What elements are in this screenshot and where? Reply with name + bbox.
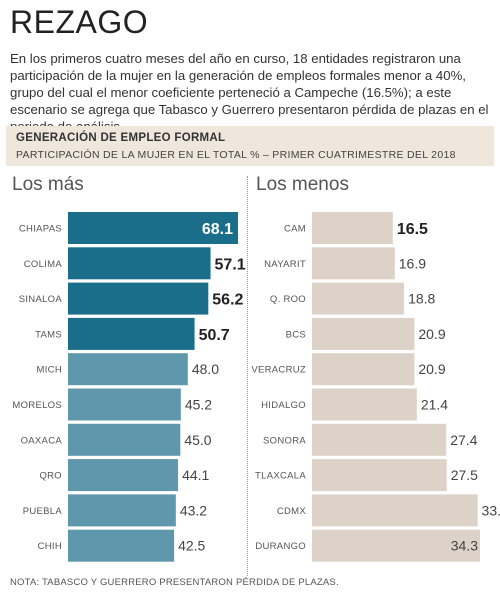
category-label: BCS — [286, 329, 306, 340]
category-label: SONORA — [263, 435, 306, 446]
bar-tams — [68, 317, 195, 350]
value-label: 27.4 — [450, 432, 477, 448]
value-label: 20.9 — [418, 361, 445, 377]
bar-chih — [68, 529, 175, 562]
bar-mich — [68, 353, 188, 386]
category-label: MICH — [37, 365, 62, 376]
value-label: 33.8 — [482, 502, 500, 518]
value-label: 57.1 — [215, 256, 246, 273]
category-label: HIDALGO — [261, 400, 306, 411]
value-label: 43.2 — [180, 502, 207, 518]
category-label: COLIMA — [24, 259, 63, 270]
chart-subtitle: PARTICIPACIÓN DE LA MUJER EN EL TOTAL % … — [16, 149, 456, 161]
category-label: MORELOS — [12, 400, 62, 411]
value-label: 44.1 — [182, 467, 209, 483]
category-label: DURANGO — [255, 541, 306, 552]
category-label: CDMX — [277, 506, 307, 517]
category-label: NAYARIT — [264, 259, 306, 270]
category-label: CHIH — [38, 541, 62, 552]
value-label: 16.9 — [399, 255, 426, 271]
chart-header-box: GENERACIÓN DE EMPLEO FORMAL PARTICIPACIÓ… — [6, 126, 494, 166]
value-label: 56.2 — [212, 292, 243, 309]
value-label: 48.0 — [192, 361, 219, 377]
panel-title-los-mas: Los más — [12, 174, 84, 195]
bar-sinaloa — [68, 282, 209, 315]
value-label: 45.0 — [184, 432, 211, 448]
footnote: NOTA: TABASCO Y GUERRERO PRESENTARON PÉR… — [10, 577, 339, 588]
value-label: 34.3 — [451, 538, 478, 554]
bar-morelos — [68, 388, 181, 421]
bar-cdmx — [312, 494, 478, 527]
bar-puebla — [68, 494, 176, 527]
value-label: 27.5 — [451, 467, 478, 483]
bar-chiapas — [68, 212, 238, 244]
page-title: REZAGO — [10, 4, 149, 40]
value-label: 21.4 — [421, 397, 448, 413]
bar-veracruz — [312, 353, 415, 386]
bar-cam — [312, 212, 393, 244]
panel-title-los-menos: Los menos — [256, 174, 349, 195]
category-label: OAXACA — [21, 435, 63, 446]
value-label: 16.5 — [397, 221, 428, 238]
bar-q-roo — [312, 282, 405, 315]
category-label: QRO — [39, 471, 62, 482]
bar-hidalgo — [312, 388, 417, 421]
bar-bcs — [312, 317, 415, 350]
category-label: CHIAPAS — [19, 224, 62, 235]
bar-tlaxcala — [312, 459, 447, 492]
value-label: 18.8 — [408, 291, 435, 307]
value-label: 50.7 — [199, 327, 230, 344]
bar-nayarit — [312, 247, 395, 280]
bar-colima — [68, 247, 211, 280]
category-label: TLAXCALA — [255, 471, 306, 482]
category-label: Q. ROO — [270, 294, 306, 305]
value-label: 42.5 — [178, 538, 205, 554]
chart-title: GENERACIÓN DE EMPLEO FORMAL — [16, 132, 226, 144]
category-label: TAMS — [35, 329, 62, 340]
category-label: CAM — [284, 224, 306, 235]
category-label: VERACRUZ — [251, 365, 306, 376]
bar-oaxaca — [68, 423, 181, 456]
bar-sonora — [312, 423, 447, 456]
value-label: 45.2 — [185, 397, 212, 413]
value-label: 68.1 — [202, 221, 233, 238]
category-label: PUEBLA — [23, 506, 63, 517]
bar-durango — [312, 529, 480, 562]
panel-divider — [247, 176, 248, 576]
bar-qro — [68, 459, 179, 492]
category-label: SINALOA — [19, 294, 63, 305]
value-label: 20.9 — [418, 326, 445, 342]
